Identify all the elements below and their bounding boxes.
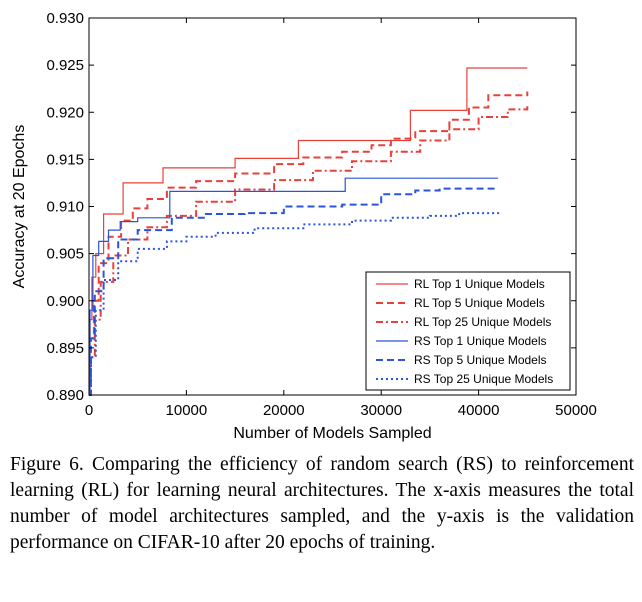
x-axis-title: Number of Models Sampled [233, 425, 431, 442]
series-line-2 [89, 91, 529, 396]
y-tick-label: 0.895 [46, 340, 84, 357]
series-layer [89, 67, 529, 396]
y-tick-label: 0.900 [46, 293, 84, 310]
accuracy-chart: 0 10000 20000 30000 40000 50000 0.890 0.895 0.90… [11, 10, 597, 442]
y-tick-label: 0.925 [46, 57, 84, 74]
legend: RL Top 1 Unique Models RL Top 5 Unique Mo… [365, 271, 571, 391]
legend-box [365, 271, 571, 391]
series-line-4 [89, 177, 499, 391]
y-tick-label: 0.920 [46, 104, 84, 121]
ticks-layer: 0 10000 20000 30000 40000 50000 0.890 0.895 0.90… [46, 10, 596, 419]
series-line-5 [89, 187, 499, 396]
legend-label: RL Top 1 Unique Models [414, 277, 545, 291]
x-tick-label: 50000 [555, 402, 597, 419]
y-tick-label: 0.890 [46, 387, 84, 404]
y-tick-label: 0.930 [46, 10, 84, 27]
series-line-1 [89, 67, 528, 391]
x-tick-label: 30000 [360, 402, 402, 419]
x-tick-label: 40000 [458, 402, 500, 419]
x-tick-label: 10000 [166, 402, 208, 419]
legend-label: RL Top 5 Unique Models [414, 296, 545, 310]
legend-label: RS Top 25 Unique Models [414, 372, 553, 386]
legend-label: RL Top 25 Unique Models [414, 315, 551, 329]
legend-label: RS Top 5 Unique Models [414, 353, 547, 367]
figure-caption: Figure 6. Comparing the efficiency of ra… [10, 454, 634, 553]
y-tick-label: 0.910 [46, 199, 84, 216]
y-axis-title: Accuracy at 20 Epochs [11, 125, 28, 289]
y-tick-label: 0.905 [46, 246, 84, 263]
x-tick-label: 20000 [263, 402, 305, 419]
x-tick-label: 0 [85, 402, 93, 419]
legend-label: RS Top 1 Unique Models [414, 334, 547, 348]
series-line-3 [89, 104, 529, 396]
y-tick-label: 0.915 [46, 151, 84, 168]
